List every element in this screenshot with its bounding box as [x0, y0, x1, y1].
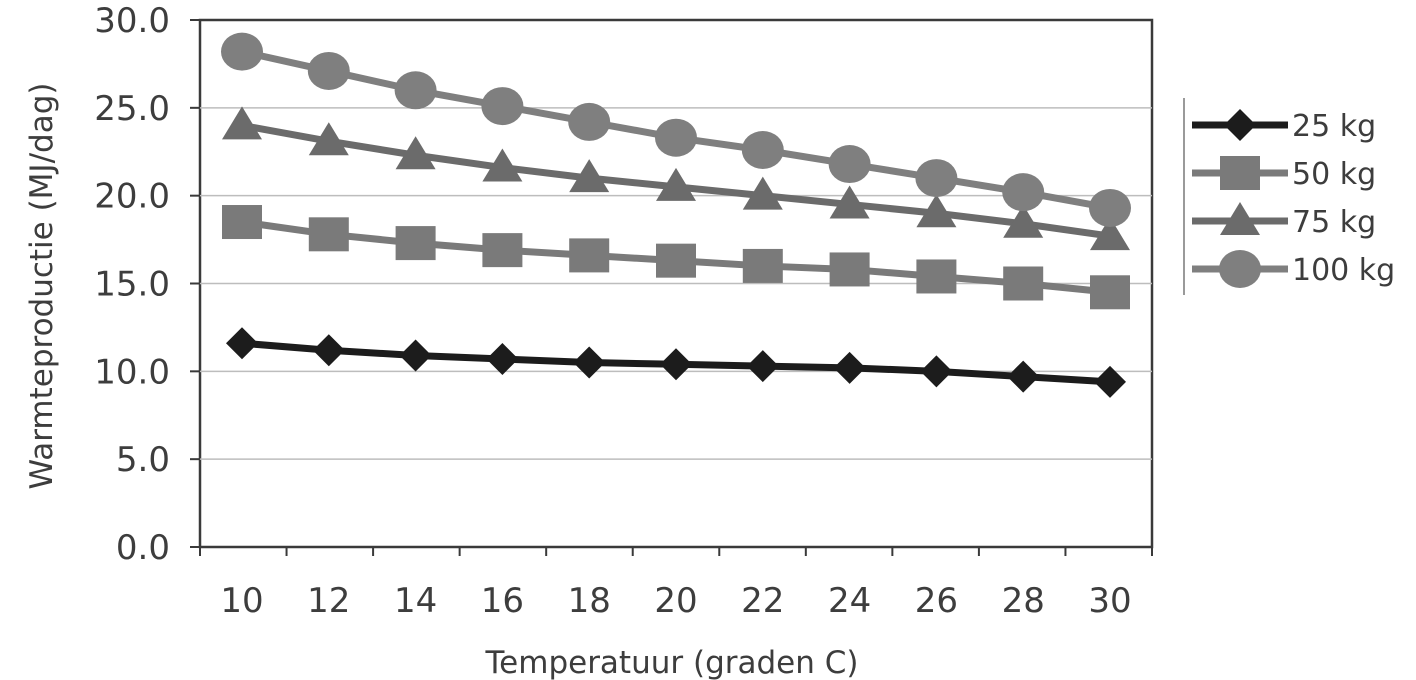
data-point [481, 87, 524, 126]
data-point [746, 350, 779, 383]
legend-label: 50 kg [1292, 157, 1376, 192]
legend-marker [1220, 202, 1260, 235]
x-tick-label: 14 [394, 581, 437, 621]
data-point [312, 334, 345, 367]
data-point [828, 145, 871, 184]
x-tick-label: 12 [307, 581, 350, 621]
series-100-kg [221, 32, 1131, 227]
data-point [573, 346, 606, 379]
data-point [222, 205, 262, 240]
x-axis-title: Temperatuur (graden C) [485, 645, 859, 680]
data-point [222, 106, 262, 140]
legend: 25 kg 50 kg 75 kg 100 kg [1183, 98, 1395, 295]
legend-item: 25 kg [1192, 109, 1376, 144]
axes: 0.0 5.0 10.0 15.0 20.0 25.0 30.0 10 12 14 16 18 20 22… [94, 1, 1153, 621]
data-point [1002, 173, 1045, 212]
data-point [1003, 266, 1044, 301]
x-tick-label: 18 [568, 581, 611, 621]
data-point [741, 130, 784, 169]
legend-marker [1219, 250, 1261, 288]
data-point [656, 167, 696, 201]
data-point [308, 217, 349, 252]
data-point [395, 136, 436, 170]
x-tick-label: 16 [481, 581, 524, 621]
data-point [916, 194, 957, 228]
data-point [1090, 275, 1130, 310]
series-50-kg [222, 205, 1130, 310]
data-point [1003, 204, 1044, 238]
x-tick-label: 30 [1088, 581, 1131, 621]
x-tick-label: 20 [654, 581, 697, 621]
data-point [916, 259, 957, 294]
data-point [1090, 217, 1130, 251]
data-point [829, 185, 870, 219]
y-tick-label: 25.0 [94, 89, 170, 129]
y-tick-label: 30.0 [94, 1, 170, 41]
y-axis-title: Warmteproductie (MJ/dag) [24, 83, 60, 490]
x-tick-label: 26 [915, 581, 958, 621]
data-point [920, 355, 953, 388]
data-point [394, 71, 437, 110]
data-point [395, 226, 436, 261]
data-point [1094, 365, 1126, 398]
data-point [221, 32, 263, 71]
data-point [482, 233, 523, 268]
legend-marker [1220, 156, 1260, 190]
y-tick-label: 15.0 [94, 265, 170, 305]
series-75-kg [222, 106, 1130, 251]
data-point [829, 252, 870, 287]
data-point [569, 238, 610, 273]
data-point [568, 102, 611, 141]
data-point [915, 159, 958, 198]
data-point [1007, 360, 1040, 393]
data-point [833, 351, 866, 384]
series-layer [221, 32, 1131, 398]
y-tick-label: 5.0 [116, 440, 170, 480]
legend-item: 75 kg [1192, 202, 1376, 240]
legend-marker [1224, 109, 1256, 141]
data-point [482, 148, 523, 182]
data-point [660, 348, 692, 381]
data-point [226, 327, 258, 360]
data-point [655, 118, 697, 157]
data-point [308, 122, 349, 156]
x-tick-label: 28 [1002, 581, 1045, 621]
x-tick-label: 24 [828, 581, 871, 621]
legend-label: 75 kg [1292, 205, 1376, 240]
data-point [742, 176, 783, 210]
legend-label: 25 kg [1292, 109, 1376, 144]
data-point [399, 339, 432, 372]
data-point [486, 343, 519, 376]
series-25-kg [226, 327, 1126, 398]
legend-label: 100 kg [1292, 253, 1395, 288]
y-tick-label: 20.0 [94, 177, 170, 217]
y-tick-label: 10.0 [94, 352, 170, 392]
x-tick-label: 10 [220, 581, 263, 621]
legend-item: 100 kg [1192, 250, 1395, 288]
data-point [1089, 188, 1131, 227]
data-point [742, 248, 783, 283]
y-tick-label: 0.0 [116, 528, 170, 568]
x-tick-label: 22 [741, 581, 784, 621]
data-point [569, 159, 610, 193]
legend-item: 50 kg [1192, 156, 1376, 192]
data-point [656, 243, 696, 278]
data-point [307, 51, 350, 90]
